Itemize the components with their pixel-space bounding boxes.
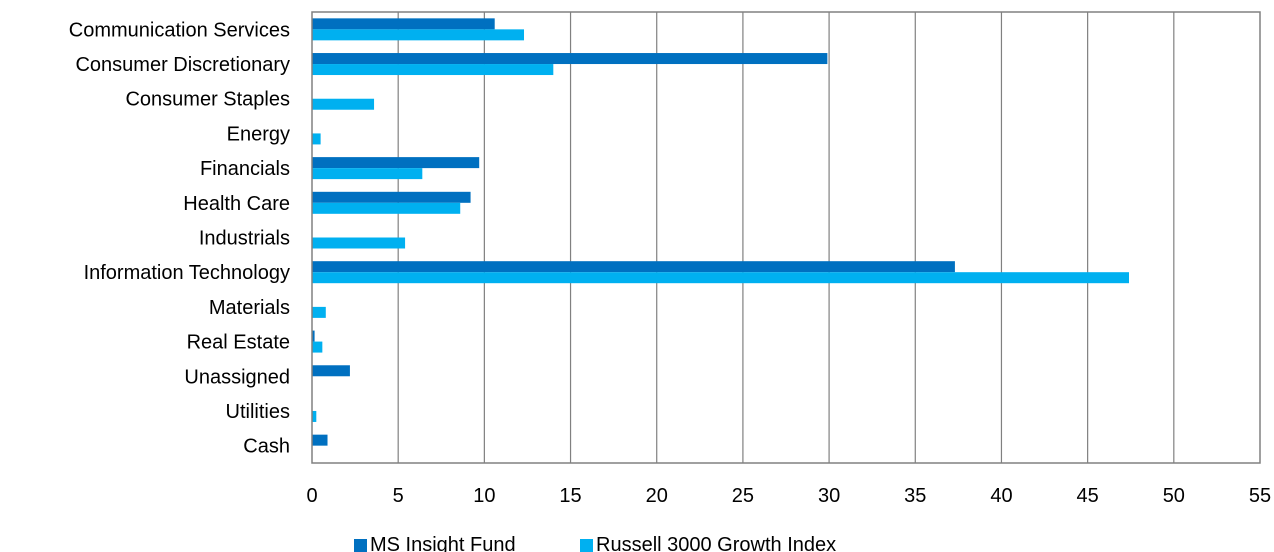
bar-russell-3000-growth-index-consumer-discretionary	[312, 64, 554, 76]
bar-russell-3000-growth-index-information-technology	[312, 272, 1130, 284]
bar-ms-insight-fund-communication-services	[312, 18, 495, 30]
x-tick-label-25: 25	[732, 485, 754, 507]
bar-russell-3000-growth-index-financials	[312, 168, 423, 180]
category-label-energy: Energy	[227, 123, 290, 145]
category-label-communication-services: Communication Services	[69, 19, 290, 41]
x-tick-label-5: 5	[393, 485, 404, 507]
x-tick-label-35: 35	[904, 485, 926, 507]
legend: MS Insight Fund Russell 3000 Growth Inde…	[354, 534, 836, 552]
bar-russell-3000-growth-index-consumer-staples	[312, 98, 375, 110]
category-label-unassigned: Unassigned	[184, 366, 290, 388]
x-tick-labels: 0 5 10 15 20 25 30 35 40 45 50 55	[306, 485, 1271, 507]
bar-russell-3000-growth-index-utilities	[312, 410, 317, 422]
bar-russell-3000-growth-index-real-estate	[312, 341, 323, 353]
legend-swatch-russell-3000-growth-index	[580, 539, 593, 552]
category-label-materials: Materials	[209, 297, 290, 319]
plot-area-border	[311, 11, 1261, 464]
category-label-financials: Financials	[200, 158, 290, 180]
category-label-consumer-staples: Consumer Staples	[125, 89, 290, 111]
category-label-industrials: Industrials	[199, 228, 290, 250]
x-tick-label-30: 30	[818, 485, 840, 507]
bar-ms-insight-fund-real-estate	[312, 330, 315, 342]
plot-frame	[311, 11, 1261, 464]
x-tick-label-20: 20	[646, 485, 668, 507]
bar-ms-insight-fund-information-technology	[312, 261, 955, 273]
category-label-utilities: Utilities	[226, 401, 290, 423]
x-tick-label-45: 45	[1077, 485, 1099, 507]
bar-ms-insight-fund-consumer-discretionary	[312, 53, 828, 65]
x-tick-label-10: 10	[473, 485, 495, 507]
bar-ms-insight-fund-unassigned	[312, 365, 350, 377]
category-label-information-technology: Information Technology	[84, 262, 290, 284]
bar-ms-insight-fund-financials	[312, 157, 480, 169]
bar-russell-3000-growth-index-energy	[312, 133, 321, 145]
x-tick-label-0: 0	[306, 485, 317, 507]
category-labels: Communication Services Consumer Discretio…	[69, 19, 290, 457]
category-label-real-estate: Real Estate	[187, 332, 290, 354]
legend-label-russell-3000-growth-index: Russell 3000 Growth Index	[596, 534, 836, 552]
category-label-health-care: Health Care	[183, 193, 290, 215]
bar-russell-3000-growth-index-industrials	[312, 237, 406, 249]
x-tick-label-50: 50	[1163, 485, 1185, 507]
bar-russell-3000-growth-index-communication-services	[312, 29, 525, 41]
bar-russell-3000-growth-index-health-care	[312, 202, 461, 214]
x-tick-label-55: 55	[1249, 485, 1271, 507]
category-label-consumer-discretionary: Consumer Discretionary	[75, 54, 290, 76]
legend-swatch-ms-insight-fund	[354, 539, 367, 552]
bar-ms-insight-fund-health-care	[312, 191, 471, 203]
x-tick-label-40: 40	[990, 485, 1012, 507]
legend-label-ms-insight-fund: MS Insight Fund	[370, 534, 516, 552]
bar-russell-3000-growth-index-materials	[312, 306, 326, 318]
category-label-cash: Cash	[243, 436, 290, 458]
x-tick-label-15: 15	[559, 485, 581, 507]
bars	[312, 18, 1130, 446]
bar-ms-insight-fund-cash	[312, 434, 328, 446]
gridlines	[397, 12, 1175, 463]
